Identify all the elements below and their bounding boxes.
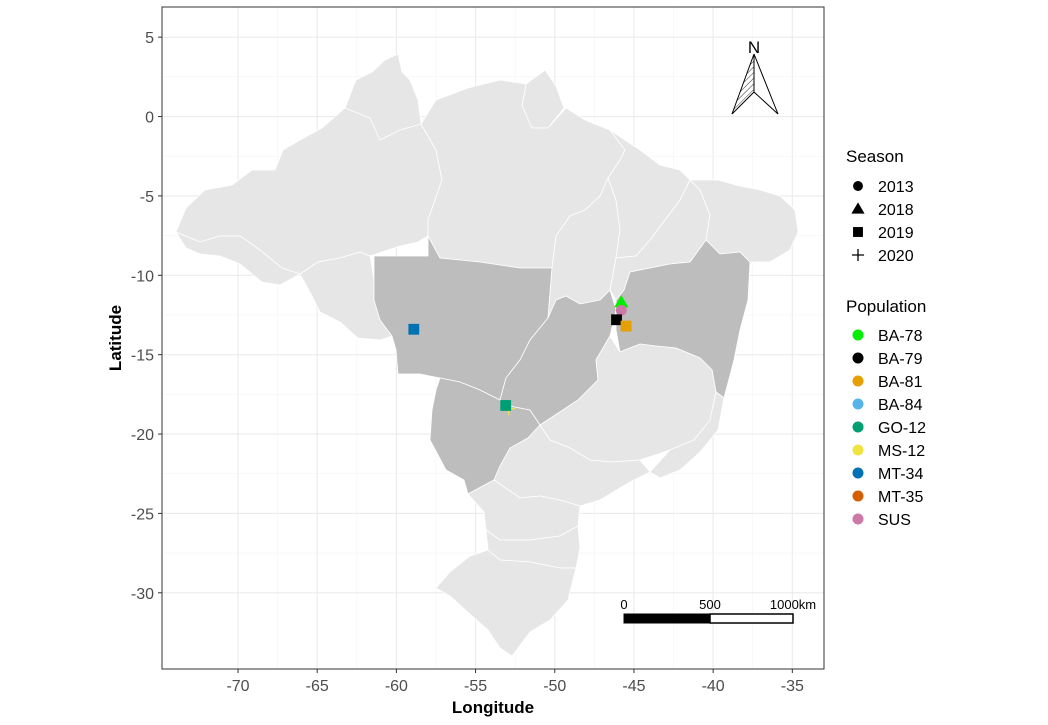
x-tick-label-3: -55 — [464, 678, 487, 695]
population-legend-key-mt-34 — [852, 467, 864, 479]
panel-border — [161, 6, 825, 670]
population-legend-label-go-12: GO-12 — [878, 420, 926, 437]
plot-panel — [161, 6, 825, 670]
north-arrow-right-half — [753, 53, 779, 115]
x-axis: -70 -65 -60 -55 -50 -45 -40 -35 — [226, 669, 804, 695]
state-rio-grande-do-sul — [435, 549, 577, 657]
season-legend-key-2013 — [853, 181, 863, 191]
x-tick-label-7: -35 — [781, 678, 804, 695]
population-legend-label-sus: SUS — [878, 512, 911, 529]
x-tick-label-0: -70 — [226, 678, 249, 695]
scale-bar-segment-1 — [623, 613, 711, 624]
y-axis-title: Latitude — [106, 305, 125, 371]
x-tick-label-1: -65 — [306, 678, 329, 695]
season-legend-label-2018: 2018 — [878, 202, 914, 219]
population-legend-key-ba-84 — [852, 398, 864, 410]
population-legend-label-ba-84: BA-84 — [878, 397, 923, 414]
data-point-ba-78-2018 — [614, 295, 629, 308]
season-legend-key-2018 — [851, 202, 865, 214]
scale-label-1000km: 1000km — [770, 597, 816, 612]
season-legend-label-2013: 2013 — [878, 179, 914, 196]
north-arrow: N — [731, 38, 779, 115]
y-tick-label-3: -10 — [131, 268, 154, 285]
x-axis-title: Longitude — [452, 698, 534, 717]
data-point-ba-81-2019 — [620, 320, 632, 332]
country-map — [174, 53, 799, 657]
y-axis: 5 0 -5 -10 -15 -20 -25 -30 — [131, 30, 162, 603]
y-tick-label-4: -15 — [131, 348, 154, 365]
population-legend-label-ba-81: BA-81 — [878, 374, 923, 391]
scale-bar-segment-2 — [709, 613, 794, 624]
y-tick-label-7: -30 — [131, 586, 154, 603]
season-legend-key-2020 — [851, 248, 865, 262]
y-tick-label-0: 5 — [145, 30, 154, 47]
population-legend-label-mt-34: MT-34 — [878, 466, 923, 483]
state-roraima — [344, 53, 422, 141]
y-tick-label-5: -20 — [131, 427, 154, 444]
state-northeast — [689, 179, 799, 263]
x-tick-label-5: -45 — [622, 678, 645, 695]
population-legend: Population BA-78 BA-79 BA-81 BA-84 GO-12 MS-12… — [846, 297, 926, 529]
season-legend: Season 2013 2018 2019 2020 — [846, 147, 914, 265]
x-tick-label-6: -40 — [702, 678, 725, 695]
population-legend-label-mt-35: MT-35 — [878, 489, 923, 506]
scale-label-0: 0 — [620, 597, 627, 612]
y-tick-label-2: -5 — [140, 189, 154, 206]
population-legend-key-sus — [852, 513, 864, 525]
x-tick-label-2: -60 — [385, 678, 408, 695]
population-legend-label-ms-12: MS-12 — [878, 443, 925, 460]
population-legend-key-ba-79 — [852, 352, 864, 364]
data-point-ba-79-2019 — [611, 314, 622, 326]
population-legend-key-ba-81 — [852, 375, 864, 387]
population-legend-key-go-12 — [852, 421, 864, 433]
population-legend-key-ba-78 — [852, 329, 864, 341]
state-acre — [174, 231, 301, 286]
population-legend-label-ba-79: BA-79 — [878, 351, 923, 368]
data-points — [408, 295, 632, 416]
season-legend-label-2019: 2019 — [878, 225, 914, 242]
population-legend-title: Population — [846, 297, 926, 316]
north-arrow-label: N — [748, 38, 760, 57]
scale-label-500: 500 — [699, 597, 721, 612]
x-tick-label-4: -50 — [543, 678, 566, 695]
population-legend-label-ba-78: BA-78 — [878, 328, 923, 345]
season-legend-label-2020: 2020 — [878, 248, 914, 265]
data-point-go-12-2019 — [500, 400, 512, 411]
y-tick-label-1: 0 — [145, 110, 154, 127]
population-legend-key-ms-12 — [852, 444, 864, 456]
population-legend-key-mt-35 — [852, 490, 864, 502]
season-legend-key-2019 — [853, 227, 863, 237]
scale-bar: 0 500 1000km — [620, 597, 816, 624]
season-legend-title: Season — [846, 147, 904, 166]
data-point-sus-2013 — [615, 304, 627, 316]
y-tick-label-6: -25 — [131, 506, 154, 523]
state-southeast-coast — [649, 391, 725, 479]
data-point-mt-34-2019 — [408, 323, 420, 335]
